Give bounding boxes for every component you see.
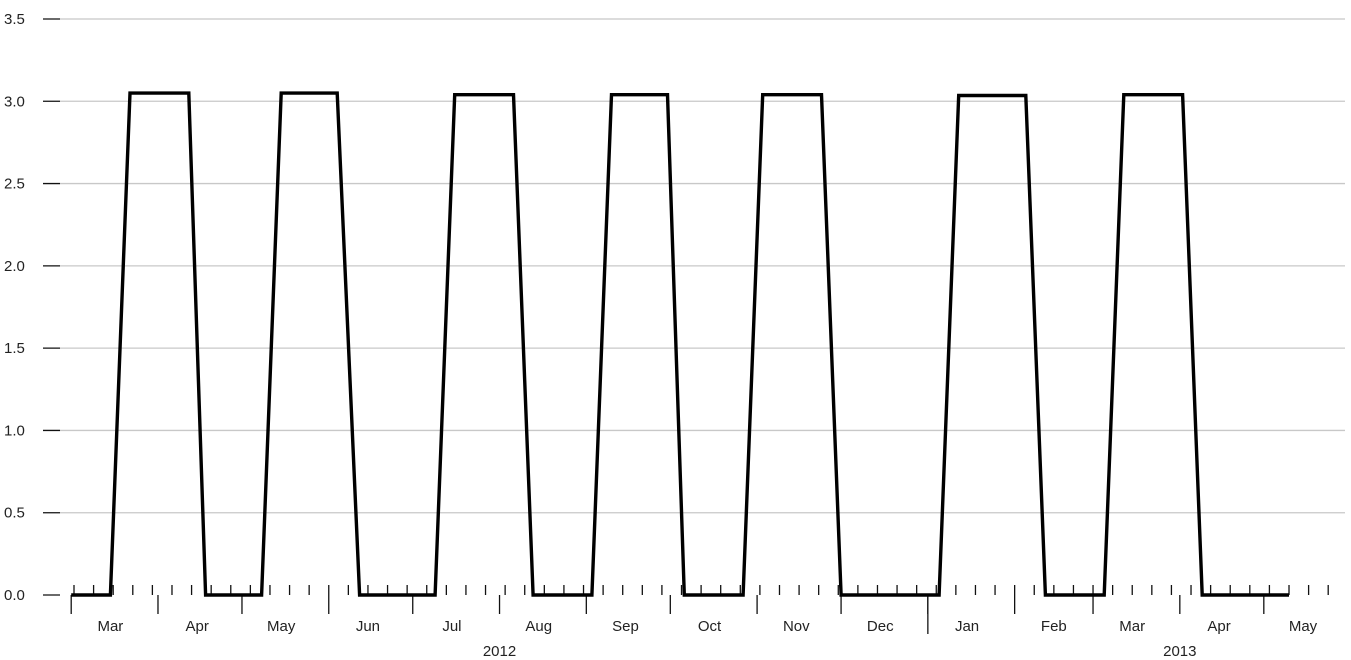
x-month-label: Apr <box>1207 618 1230 635</box>
x-year-label: 2012 <box>483 643 516 660</box>
y-axis: 0.0 0.5 1.0 1.5 2.0 2.5 3.0 3.5 <box>4 11 60 604</box>
y-tick-label: 1.0 <box>4 422 25 439</box>
y-tick-label: 3.0 <box>4 93 25 110</box>
y-tick-label: 1.5 <box>4 340 25 357</box>
x-month-label: Nov <box>783 618 810 635</box>
x-month-label: Mar <box>1119 618 1145 635</box>
y-tick-label: 0.5 <box>4 505 25 522</box>
x-month-label: Jun <box>356 618 380 635</box>
y-tick-label: 3.5 <box>4 11 25 28</box>
x-month-label: Apr <box>186 618 209 635</box>
x-month-label: Mar <box>97 618 123 635</box>
x-month-label: May <box>267 618 296 635</box>
series-layer <box>71 91 1289 597</box>
x-month-label: Jan <box>955 618 979 635</box>
y-tick-label: 0.0 <box>4 587 25 604</box>
x-month-label: Aug <box>525 618 552 635</box>
x-month-label: Jul <box>442 618 461 635</box>
y-tick-label: 2.5 <box>4 176 25 193</box>
x-month-label: May <box>1289 618 1318 635</box>
y-tick-label: 2.0 <box>4 258 25 275</box>
x-month-label: Oct <box>698 618 722 635</box>
series-line <box>71 91 1289 597</box>
x-month-label: Feb <box>1041 618 1067 635</box>
x-year-label: 2013 <box>1163 643 1196 660</box>
x-month-label: Dec <box>867 618 894 635</box>
x-month-label: Sep <box>612 618 639 635</box>
